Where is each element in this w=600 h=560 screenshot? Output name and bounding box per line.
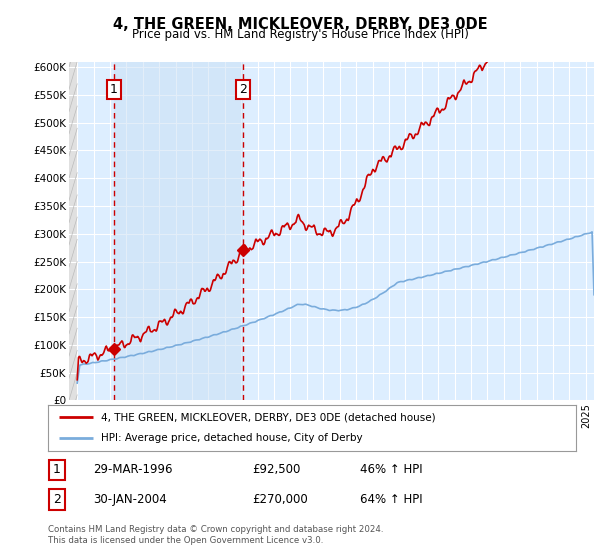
Text: 29-MAR-1996: 29-MAR-1996 [93, 463, 173, 477]
Text: 1: 1 [110, 83, 118, 96]
Text: 30-JAN-2004: 30-JAN-2004 [93, 493, 167, 506]
Bar [114, 62, 242, 400]
Text: 2: 2 [239, 83, 247, 96]
Text: 2: 2 [53, 493, 61, 506]
Text: £92,500: £92,500 [252, 463, 301, 477]
Text: 64% ↑ HPI: 64% ↑ HPI [360, 493, 422, 506]
Text: HPI: Average price, detached house, City of Derby: HPI: Average price, detached house, City… [101, 433, 362, 444]
Text: 4, THE GREEN, MICKLEOVER, DERBY, DE3 0DE: 4, THE GREEN, MICKLEOVER, DERBY, DE3 0DE [113, 17, 487, 32]
Text: 46% ↑ HPI: 46% ↑ HPI [360, 463, 422, 477]
Text: Price paid vs. HM Land Registry's House Price Index (HPI): Price paid vs. HM Land Registry's House … [131, 28, 469, 41]
Text: £270,000: £270,000 [252, 493, 308, 506]
Text: 1: 1 [53, 463, 61, 477]
Text: 4, THE GREEN, MICKLEOVER, DERBY, DE3 0DE (detached house): 4, THE GREEN, MICKLEOVER, DERBY, DE3 0DE… [101, 412, 436, 422]
Text: Contains HM Land Registry data © Crown copyright and database right 2024.
This d: Contains HM Land Registry data © Crown c… [48, 525, 383, 545]
